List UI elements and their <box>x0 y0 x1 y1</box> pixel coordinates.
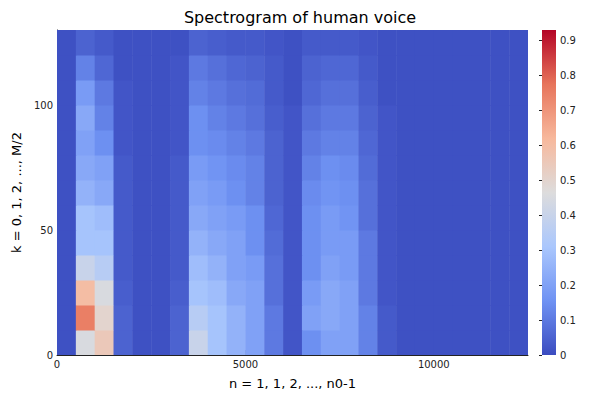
svg-text:0.8: 0.8 <box>560 70 576 81</box>
svg-text:k = 0, 1, 2, ..., M/2: k = 0, 1, 2, ..., M/2 <box>9 132 24 253</box>
svg-text:0.9: 0.9 <box>560 35 576 46</box>
svg-text:0: 0 <box>54 359 60 370</box>
svg-text:0: 0 <box>47 350 53 361</box>
svg-text:Spectrogram of human voice: Spectrogram of human voice <box>184 8 416 27</box>
svg-text:10000: 10000 <box>418 359 450 370</box>
svg-text:0.4: 0.4 <box>560 210 576 221</box>
svg-text:0.2: 0.2 <box>560 280 576 291</box>
svg-text:0.7: 0.7 <box>560 105 576 116</box>
svg-text:50: 50 <box>40 225 53 236</box>
svg-text:0.3: 0.3 <box>560 245 576 256</box>
svg-text:0.6: 0.6 <box>560 140 576 151</box>
svg-text:100: 100 <box>34 100 53 111</box>
svg-text:5000: 5000 <box>233 359 258 370</box>
svg-text:0: 0 <box>560 350 566 361</box>
svg-text:n = 1, 1, 2, ..., n0-1: n = 1, 1, 2, ..., n0-1 <box>229 376 356 391</box>
svg-text:0.1: 0.1 <box>560 315 576 326</box>
svg-text:0.5: 0.5 <box>560 175 576 186</box>
